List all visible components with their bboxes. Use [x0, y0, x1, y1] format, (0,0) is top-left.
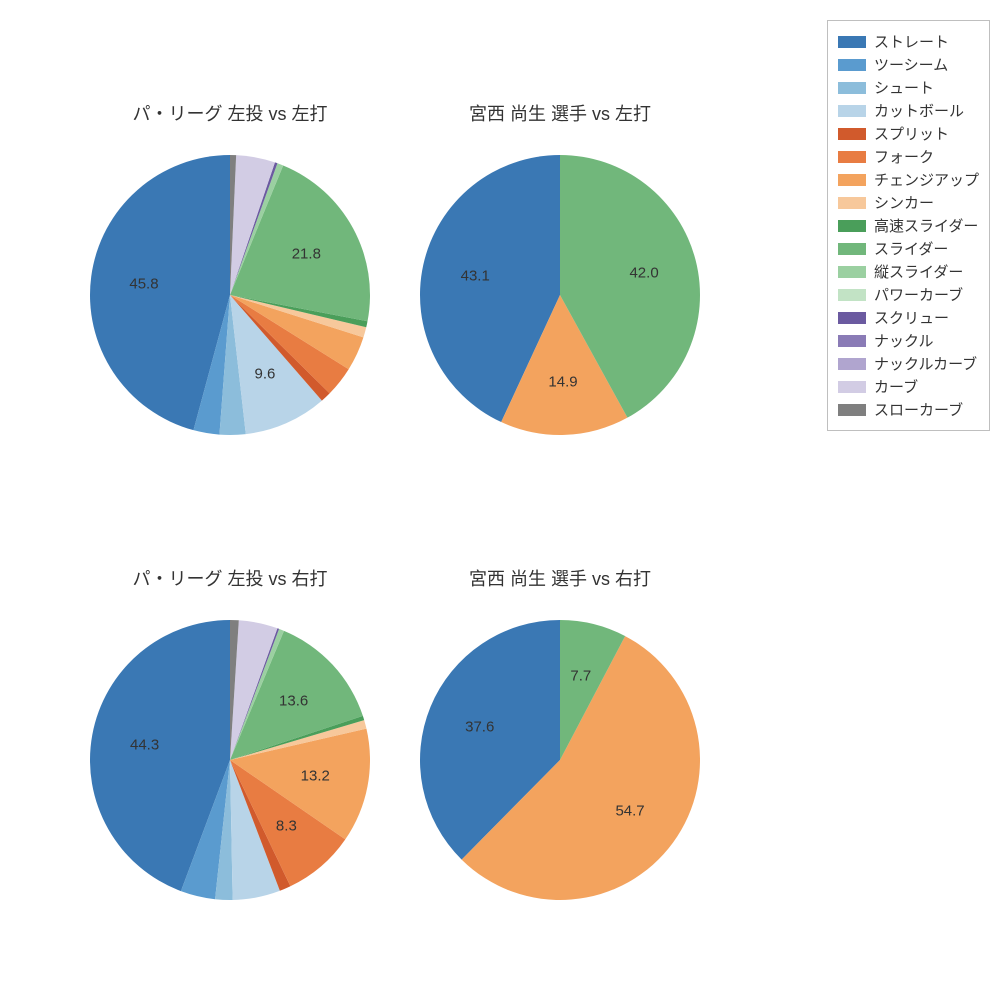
legend: ストレートツーシームシュートカットボールスプリットフォークチェンジアップシンカー…: [827, 20, 990, 431]
chart-title: パ・リーグ 左投 vs 右打: [70, 565, 390, 591]
legend-label: チェンジアップ: [874, 169, 979, 190]
legend-item: スローカーブ: [838, 399, 979, 420]
legend-item: 高速スライダー: [838, 215, 979, 236]
legend-item: 縦スライダー: [838, 261, 979, 282]
legend-swatch: [838, 220, 866, 232]
pie-slice-label: 37.6: [465, 719, 494, 736]
legend-label: パワーカーブ: [874, 284, 963, 305]
legend-label: スプリット: [874, 123, 949, 144]
legend-swatch: [838, 59, 866, 71]
pie-slice-label: 13.6: [279, 692, 308, 709]
pie-chart: [415, 150, 705, 440]
pie-chart: [85, 150, 375, 440]
legend-swatch: [838, 151, 866, 163]
pie-chart: [415, 615, 705, 905]
legend-swatch: [838, 312, 866, 324]
legend-item: カーブ: [838, 376, 979, 397]
legend-swatch: [838, 128, 866, 140]
legend-swatch: [838, 243, 866, 255]
legend-swatch: [838, 36, 866, 48]
legend-swatch: [838, 404, 866, 416]
legend-swatch: [838, 358, 866, 370]
chart-title: 宮西 尚生 選手 vs 右打: [400, 565, 720, 591]
legend-item: スプリット: [838, 123, 979, 144]
pie-slice-label: 42.0: [629, 265, 658, 282]
legend-item: シュート: [838, 77, 979, 98]
legend-item: スクリュー: [838, 307, 979, 328]
legend-label: ストレート: [874, 31, 949, 52]
pie-slice-label: 14.9: [548, 373, 577, 390]
legend-swatch: [838, 289, 866, 301]
pie-slice-label: 44.3: [130, 736, 159, 753]
legend-label: 高速スライダー: [874, 215, 978, 236]
pie-slice-label: 21.8: [292, 245, 321, 262]
pie-slice-label: 7.7: [570, 667, 591, 684]
legend-swatch: [838, 266, 866, 278]
pie-slice-label: 43.1: [461, 268, 490, 285]
legend-item: チェンジアップ: [838, 169, 979, 190]
chart-grid: ストレートツーシームシュートカットボールスプリットフォークチェンジアップシンカー…: [0, 0, 1000, 1000]
legend-swatch: [838, 197, 866, 209]
legend-label: スライダー: [874, 238, 948, 259]
legend-label: スローカーブ: [874, 399, 963, 420]
legend-swatch: [838, 381, 866, 393]
pie-slice-label: 9.6: [255, 366, 276, 383]
pie-slice-label: 54.7: [615, 803, 644, 820]
legend-item: ツーシーム: [838, 54, 979, 75]
legend-swatch: [838, 174, 866, 186]
legend-label: ツーシーム: [874, 54, 948, 75]
legend-swatch: [838, 105, 866, 117]
legend-swatch: [838, 82, 866, 94]
legend-item: シンカー: [838, 192, 979, 213]
pie-slice-label: 8.3: [276, 818, 297, 835]
pie-slice-label: 45.8: [129, 275, 158, 292]
legend-label: カーブ: [874, 376, 918, 397]
legend-item: ナックル: [838, 330, 979, 351]
legend-label: カットボール: [874, 100, 964, 121]
chart-title: パ・リーグ 左投 vs 左打: [70, 100, 390, 126]
legend-item: ストレート: [838, 31, 979, 52]
legend-item: ナックルカーブ: [838, 353, 979, 374]
legend-item: カットボール: [838, 100, 979, 121]
chart-title: 宮西 尚生 選手 vs 左打: [400, 100, 720, 126]
legend-item: パワーカーブ: [838, 284, 979, 305]
legend-label: ナックル: [874, 330, 934, 351]
legend-swatch: [838, 335, 866, 347]
legend-label: シンカー: [874, 192, 934, 213]
legend-label: フォーク: [874, 146, 934, 167]
legend-item: スライダー: [838, 238, 979, 259]
legend-label: ナックルカーブ: [874, 353, 977, 374]
legend-label: スクリュー: [874, 307, 949, 328]
pie-chart: [85, 615, 375, 905]
legend-item: フォーク: [838, 146, 979, 167]
legend-label: 縦スライダー: [874, 261, 963, 282]
pie-slice-label: 13.2: [301, 768, 330, 785]
legend-label: シュート: [874, 77, 934, 98]
